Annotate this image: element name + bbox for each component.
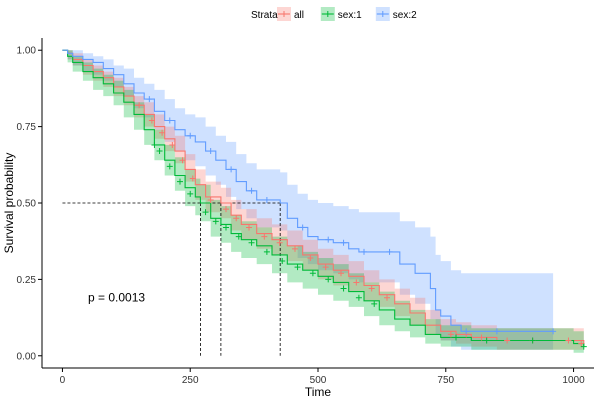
censor-mark-sex-2 (493, 328, 500, 335)
censor-mark-all (447, 331, 454, 338)
censor-mark-all (179, 157, 186, 164)
censor-mark-sex-1 (187, 190, 194, 197)
censor-mark-sex-1 (309, 270, 316, 277)
legend-censor-sex-2 (379, 11, 386, 17)
legend-label-sex-1: sex:1 (338, 10, 362, 21)
censor-mark-sex-2 (299, 224, 306, 231)
x-tick-label: 500 (310, 375, 327, 386)
censor-mark-sex-1 (151, 141, 158, 148)
y-tick-label: 0.25 (17, 275, 37, 286)
censor-mark-sex-1 (279, 258, 286, 265)
censor-mark-sex-1 (529, 337, 536, 344)
censor-mark-all (246, 224, 252, 231)
legend-label-all: all (294, 10, 304, 21)
censor-mark-all (276, 239, 283, 246)
censor-mark-sex-2 (248, 187, 255, 194)
censor-mark-sex-2 (187, 132, 194, 139)
censor-mark-sex-2 (550, 328, 557, 335)
censor-mark-all (353, 279, 360, 286)
x-tick-label: 1000 (562, 375, 585, 386)
censor-mark-all (189, 175, 196, 182)
censor-mark-all (504, 337, 511, 344)
censor-mark-sex-2 (386, 248, 393, 255)
legend: Strata all sex:1 sex:2 (251, 7, 417, 21)
censor-mark-all (136, 102, 143, 109)
censor-mark-sex-1 (340, 285, 347, 292)
censor-mark-sex-2 (263, 196, 270, 203)
censor-mark-sex-2 (228, 166, 235, 173)
censor-mark-sex-2 (361, 248, 367, 255)
pvalue-label: p = 0.0013 (88, 291, 145, 305)
x-tick-label: 0 (60, 375, 66, 386)
censor-mark-all (292, 245, 298, 252)
censor-mark-sex-1 (177, 178, 183, 185)
survival-curve-sex-2 (62, 49, 554, 332)
censor-mark-sex-1 (223, 224, 229, 231)
censor-mark-sex-1 (483, 337, 490, 344)
censor-mark-sex-1 (355, 294, 362, 301)
censor-mark-sex-1 (263, 248, 270, 255)
x-tick-label: 750 (437, 375, 454, 386)
censor-mark-sex-1 (248, 239, 255, 246)
censor-mark-all (169, 141, 176, 148)
y-axis-label: Survival probability (2, 153, 16, 254)
censor-mark-all (384, 294, 390, 301)
legend-censor-all (281, 11, 287, 17)
censor-mark-sex-1 (235, 233, 242, 240)
x-axis-label: Time (305, 385, 332, 399)
censor-mark-all (159, 129, 166, 136)
y-tick-label: 0.75 (17, 122, 37, 133)
censor-mark-all (307, 255, 314, 261)
legend-label-sex-2: sex:2 (393, 10, 417, 21)
censor-mark-all (338, 270, 344, 277)
y-tick-label: 0.50 (17, 199, 37, 210)
censor-mark-sex-1 (580, 343, 587, 350)
censor-mark-sex-1 (453, 334, 459, 341)
censor-mark-sex-1 (294, 264, 301, 271)
censor-mark-all (148, 117, 155, 124)
censor-mark-sex-2 (325, 236, 332, 243)
censor-mark-all (322, 264, 329, 271)
plot-area (62, 49, 587, 356)
censor-mark-all (233, 215, 240, 222)
censor-mark-sex-1 (325, 276, 332, 283)
censor-mark-all (207, 196, 214, 203)
censor-mark-sex-2 (166, 117, 173, 124)
censor-mark-sex-1 (371, 300, 378, 307)
censor-mark-sex-2 (340, 239, 347, 246)
ci-band-sex-1 (62, 50, 584, 353)
censor-mark-sex-1 (202, 209, 209, 216)
censor-mark-sex-1 (212, 218, 219, 225)
censor-mark-all (565, 337, 572, 344)
censor-mark-all (578, 340, 585, 347)
censor-mark-sex-1 (156, 148, 163, 155)
censor-mark-all (261, 233, 268, 240)
censor-mark-all (223, 206, 229, 213)
censor-mark-sex-2 (463, 328, 470, 335)
censor-mark-sex-1 (166, 163, 173, 170)
y-tick-label: 1.00 (17, 46, 37, 57)
censor-mark-all (478, 334, 485, 341)
legend-title: Strata (251, 10, 278, 21)
x-tick-label: 250 (182, 375, 199, 386)
ci-band-all (62, 50, 584, 350)
censor-mark-sex-2 (207, 148, 214, 155)
censor-mark-sex-2 (146, 96, 153, 103)
survival-curve-sex-1 (62, 49, 585, 347)
survival-curve-all (62, 49, 585, 344)
legend-censor-sex-1 (324, 11, 331, 17)
y-tick-label: 0.00 (17, 351, 37, 362)
censor-mark-all (368, 285, 375, 292)
